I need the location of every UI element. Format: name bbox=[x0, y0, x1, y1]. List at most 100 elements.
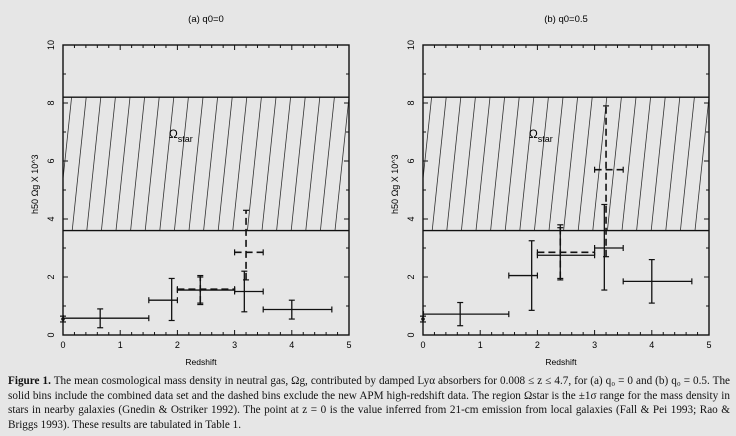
region-label: Ωstar bbox=[169, 127, 193, 144]
hatch-line bbox=[290, 97, 306, 231]
hatch-line bbox=[71, 97, 87, 231]
hatch-line bbox=[607, 97, 622, 231]
x-tick-label: 1 bbox=[118, 340, 123, 350]
data-point bbox=[234, 209, 264, 281]
hatch-line bbox=[305, 97, 321, 231]
hatch-line bbox=[504, 97, 520, 231]
hatch-line bbox=[446, 97, 462, 231]
region-label: Ωstar bbox=[529, 127, 553, 144]
y-tick-label: 4 bbox=[406, 216, 416, 221]
hatch-line bbox=[431, 97, 447, 231]
x-tick-label: 1 bbox=[478, 340, 483, 350]
hatch-line bbox=[217, 97, 233, 231]
y-axis-label: h50 Ωg X 10^3 bbox=[30, 154, 40, 214]
y-tick-label: 0 bbox=[46, 332, 56, 337]
y-tick-label: 8 bbox=[406, 100, 416, 105]
x-tick-label: 3 bbox=[592, 340, 597, 350]
data-point bbox=[422, 301, 510, 327]
y-tick-label: 4 bbox=[46, 216, 56, 221]
x-tick-label: 5 bbox=[706, 340, 711, 350]
x-tick-label: 5 bbox=[346, 340, 351, 350]
data-point bbox=[536, 227, 596, 280]
data-point bbox=[262, 299, 333, 320]
hatch-line bbox=[577, 97, 593, 231]
hatch-line bbox=[276, 97, 291, 231]
hatch-line bbox=[188, 97, 204, 231]
data-point bbox=[148, 277, 178, 322]
hatch-line bbox=[159, 97, 175, 231]
hatch-line bbox=[519, 97, 535, 231]
y-tick-label: 2 bbox=[46, 274, 56, 279]
omega-star-hatching bbox=[63, 97, 378, 231]
x-tick-label: 4 bbox=[649, 340, 654, 350]
hatch-line bbox=[261, 97, 277, 231]
hatch-line bbox=[115, 97, 131, 231]
x-tick-label: 0 bbox=[60, 340, 65, 350]
x-tick-label: 2 bbox=[535, 340, 540, 350]
x-tick-label: 3 bbox=[232, 340, 237, 350]
data-point bbox=[62, 308, 150, 329]
hatch-line bbox=[423, 97, 432, 183]
y-tick-label: 0 bbox=[406, 332, 416, 337]
series-dashed bbox=[176, 209, 264, 304]
x-tick-label: 0 bbox=[420, 340, 425, 350]
panel-title: (a) q0=0 bbox=[188, 14, 224, 25]
figure-label: Figure 1. bbox=[8, 375, 51, 387]
hatch-line bbox=[534, 97, 549, 231]
hatch-line bbox=[475, 97, 491, 231]
hatch-line bbox=[680, 97, 695, 231]
region-label-subscript: star bbox=[178, 134, 193, 144]
hatch-line bbox=[203, 97, 218, 231]
x-axis-label: Redshift bbox=[185, 357, 217, 367]
data-point bbox=[508, 240, 539, 311]
series-dashed bbox=[536, 105, 624, 280]
hatch-line bbox=[174, 97, 189, 231]
hatch-line bbox=[724, 97, 736, 230]
y-tick-label: 2 bbox=[406, 274, 416, 279]
chart-panel-b: Ωstar 0 1 2 3 4 5 0 2 4 6 8 10 Redshift h50 Ωg X 10^3 (… bbox=[390, 14, 736, 367]
chart-panel-a: Ωstar 0 1 2 3 4 5 0 2 4 6 8 10 Redshift h50 Ωg X 10^3 (… bbox=[30, 14, 378, 367]
hatch-line bbox=[650, 97, 666, 231]
hatch-line bbox=[490, 97, 505, 231]
hatch-line bbox=[621, 97, 637, 231]
hatch-line bbox=[334, 97, 349, 231]
hatch-line bbox=[592, 97, 608, 231]
y-tick-label: 6 bbox=[406, 158, 416, 163]
caption-text: The mean cosmological mass density in ne… bbox=[8, 375, 730, 431]
series-solid bbox=[420, 203, 693, 327]
hatch-line bbox=[636, 97, 651, 231]
x-tick-label: 4 bbox=[289, 340, 294, 350]
figure-caption: Figure 1. The mean cosmological mass den… bbox=[8, 374, 730, 432]
y-tick-label: 6 bbox=[46, 158, 56, 163]
region-label-subscript: star bbox=[538, 134, 553, 144]
hatch-line bbox=[320, 97, 335, 231]
hatch-line bbox=[86, 97, 102, 231]
hatch-line bbox=[665, 97, 681, 231]
hatch-line bbox=[461, 97, 476, 231]
y-tick-label: 10 bbox=[46, 40, 56, 50]
data-point bbox=[176, 276, 236, 304]
panel-title: (b) q0=0.5 bbox=[544, 14, 588, 25]
hatch-line bbox=[144, 97, 160, 231]
y-axis-label: h50 Ωg X 10^3 bbox=[390, 154, 400, 214]
data-point bbox=[622, 259, 693, 304]
hatch-line bbox=[130, 97, 145, 231]
hatch-line bbox=[694, 97, 709, 231]
hatch-line bbox=[364, 97, 378, 230]
x-axis-label: Redshift bbox=[545, 357, 577, 367]
series-solid bbox=[60, 270, 333, 329]
hatch-line bbox=[101, 97, 116, 231]
y-tick-label: 8 bbox=[46, 100, 56, 105]
omega-star-hatching bbox=[423, 97, 736, 231]
hatch-line bbox=[710, 97, 724, 230]
y-tick-label: 10 bbox=[406, 40, 416, 50]
data-point bbox=[593, 105, 624, 258]
hatch-line bbox=[63, 97, 72, 183]
data-point bbox=[176, 274, 236, 306]
hatch-line bbox=[350, 97, 364, 230]
data-point bbox=[234, 270, 264, 313]
hatch-line bbox=[548, 97, 564, 231]
hatch-line bbox=[232, 97, 248, 231]
hatch-line bbox=[563, 97, 578, 231]
